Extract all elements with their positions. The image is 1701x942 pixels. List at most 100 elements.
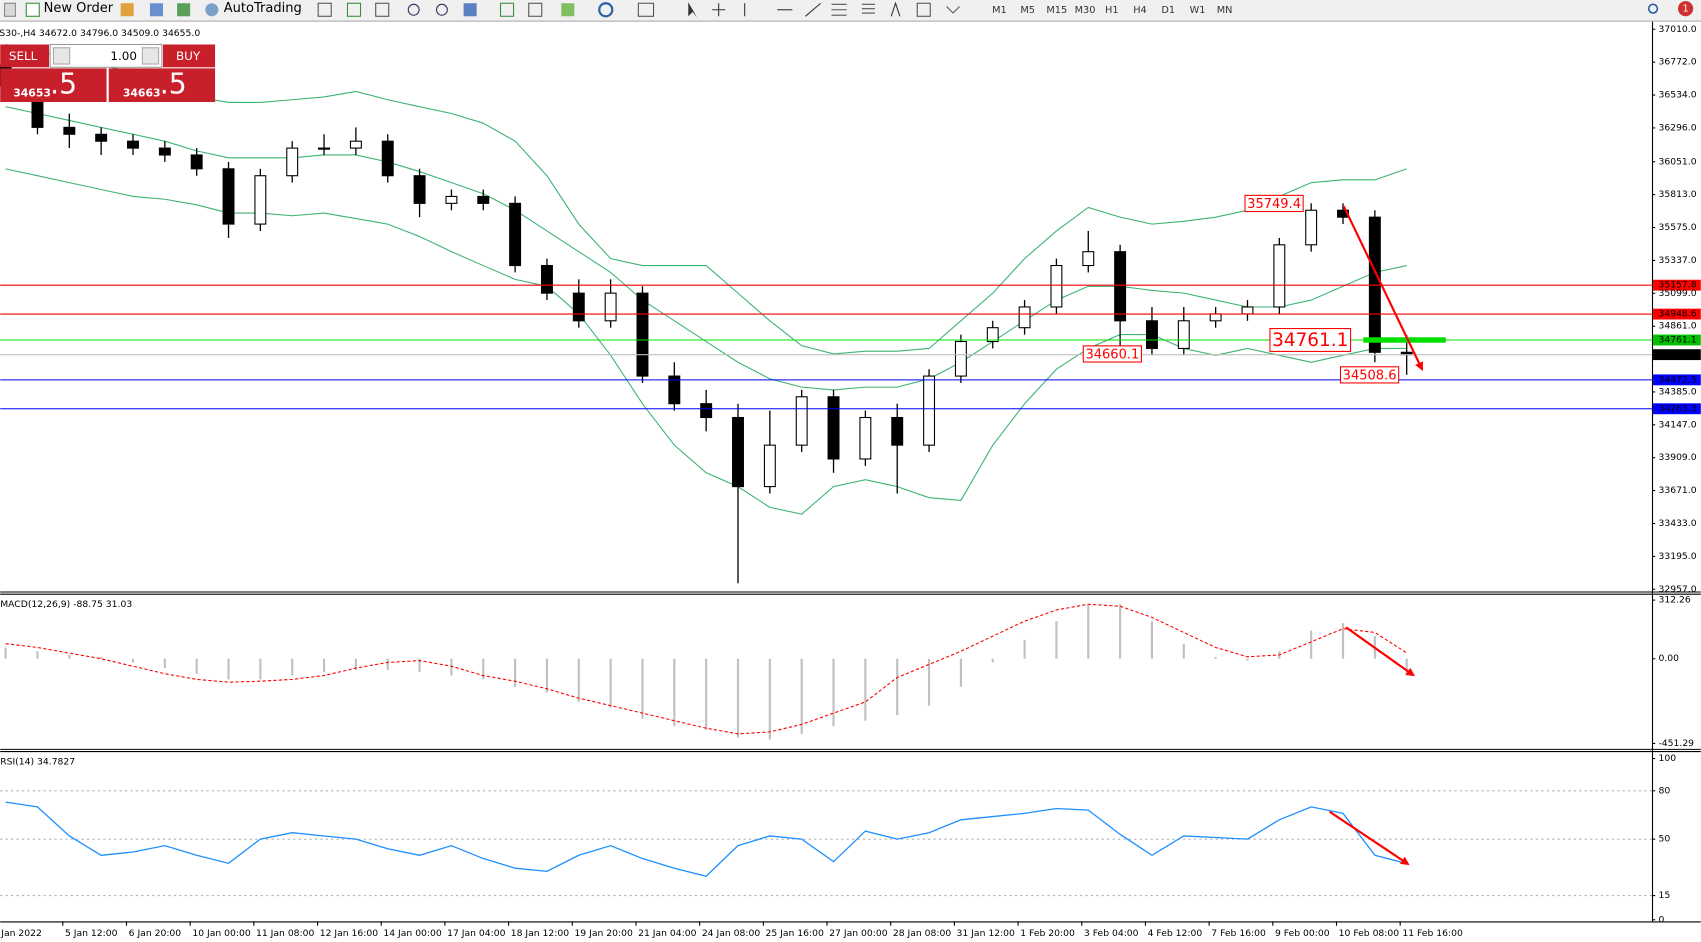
new-order-button[interactable]: New Order	[44, 1, 114, 16]
candle-body	[95, 133, 108, 142]
x-tick-label: 27 Jan 00:00	[829, 928, 888, 939]
zoom-out[interactable]	[435, 3, 448, 16]
timeframe-button[interactable]: H1	[1105, 5, 1119, 16]
timeframe-button[interactable]: MN	[1217, 5, 1233, 16]
y-tick-label: 312.26	[1658, 595, 1690, 606]
candle-body	[190, 154, 203, 170]
sell-button[interactable]	[0, 44, 50, 68]
trend-arrow	[1345, 626, 1415, 677]
x-tick-label: 3 Feb 04:00	[1084, 928, 1139, 939]
candle-body	[859, 416, 872, 460]
candle-body	[1114, 251, 1127, 322]
y-tick-label: 33909.0	[1658, 452, 1696, 463]
y-tick-label: 35337.0	[1658, 255, 1696, 266]
rsi-line	[5, 801, 1407, 877]
price-level-label: 34948.6	[1658, 309, 1696, 320]
trade-panel: SELL 1.00 BUY 34653 .5 34663 .5	[0, 43, 216, 103]
y-tick-label: 34861.0	[1658, 321, 1696, 332]
candle-body	[572, 292, 585, 322]
x-tick-label: 7 Feb 16:00	[1211, 928, 1266, 939]
price-annotation: 34508.6	[1343, 368, 1397, 383]
indicator-title: US30-,H4 34672.0 34796.0 34509.0 34655.0	[0, 28, 200, 39]
notification-badge[interactable]	[1678, 1, 1694, 17]
candle-body	[349, 140, 362, 149]
timeframe-button[interactable]: M1	[992, 5, 1007, 16]
candle-body	[127, 140, 139, 149]
y-tick-label: -451.29	[1658, 738, 1694, 749]
toolbar-icon[interactable]	[149, 3, 163, 17]
x-tick-label: 10 Feb 08:00	[1339, 928, 1400, 939]
auto-trading-button[interactable]: AutoTrading	[224, 1, 302, 16]
timeframe-button[interactable]: W1	[1190, 5, 1206, 16]
x-tick-label: 11 Feb 16:00	[1402, 928, 1463, 939]
toolbar	[0, 0, 1701, 21]
y-tick-label: 33671.0	[1658, 485, 1696, 496]
fibo-tool[interactable]	[861, 3, 875, 14]
y-tick-label: 80	[1658, 785, 1670, 796]
lot-field[interactable]	[49, 43, 163, 68]
toolbar-icon[interactable]	[4, 2, 16, 17]
timeframe-button[interactable]: M15	[1046, 5, 1067, 16]
price-level-box	[1653, 334, 1701, 346]
trend-arrow	[1342, 205, 1423, 371]
zoom-in[interactable]	[407, 3, 420, 16]
toolbar-icon[interactable]	[120, 3, 134, 17]
signal-line	[5, 603, 1407, 735]
price-level-box	[1653, 308, 1701, 320]
price-level-label: 34655.0	[1658, 349, 1696, 360]
candle-body	[1018, 306, 1031, 329]
y-tick-label: 37010.0	[1658, 24, 1696, 35]
indicators[interactable]	[561, 3, 575, 17]
candle-body	[732, 416, 744, 488]
indicator-title: RSI(14) 34.7827	[0, 756, 75, 767]
candle-body	[63, 126, 76, 135]
crosshair-tool[interactable]	[712, 3, 726, 17]
toolbar-icon[interactable]	[528, 2, 543, 17]
price-annotation-box	[1244, 194, 1304, 213]
price-annotation-box	[1082, 345, 1142, 363]
candle-body	[477, 195, 490, 204]
trendline-tool[interactable]	[805, 2, 822, 17]
candle-body	[381, 140, 394, 177]
timeframe-button[interactable]: D1	[1161, 5, 1175, 16]
auto-trading-icon[interactable]	[205, 3, 219, 17]
x-tick-label: 18 Jan 12:00	[511, 928, 570, 939]
search[interactable]	[1647, 3, 1659, 14]
toolbar-icon[interactable]	[463, 3, 477, 17]
label-tool[interactable]	[916, 2, 931, 17]
toolbar-icon[interactable]	[499, 2, 515, 17]
x-tick-label: 4 Feb 12:00	[1148, 928, 1203, 939]
toolbar-icon[interactable]	[375, 2, 390, 17]
arrows-tool[interactable]	[946, 6, 960, 14]
candle-body	[1082, 251, 1095, 267]
x-tick-label: 25 Jan 16:00	[766, 928, 825, 939]
x-tick-label: 12 Jan 16:00	[320, 928, 379, 939]
buy-button[interactable]	[162, 44, 216, 68]
bid-box[interactable]	[0, 68, 107, 103]
lot-increase[interactable]	[141, 47, 160, 65]
x-tick-label: 1 Feb 20:00	[1020, 928, 1075, 939]
y-tick-label: 35575.0	[1658, 222, 1696, 233]
timeframe-button[interactable]: M30	[1075, 5, 1096, 16]
bid-price: 34653	[13, 86, 51, 99]
ask-pips: .5	[160, 68, 187, 101]
channel-tool[interactable]	[831, 3, 847, 16]
toolbar-icon[interactable]	[177, 3, 191, 17]
templates[interactable]	[637, 2, 655, 17]
timeframe-button[interactable]: M5	[1020, 5, 1035, 16]
text-tool[interactable]	[890, 1, 901, 17]
periods[interactable]	[598, 2, 614, 18]
candle-body	[158, 147, 171, 156]
toolbar-icon[interactable]	[346, 2, 362, 17]
new-order-icon[interactable]	[25, 2, 40, 17]
candle-body	[891, 416, 904, 446]
ask-box[interactable]	[108, 68, 216, 103]
lot-decrease[interactable]	[52, 47, 71, 65]
price-level-label: 34761.1	[1658, 334, 1696, 345]
price-level-box	[1653, 349, 1701, 361]
toolbar-icon[interactable]	[317, 2, 332, 17]
x-tick-label: 11 Jan 08:00	[256, 928, 315, 939]
candle-body	[827, 396, 840, 460]
timeframe-button[interactable]: H4	[1133, 5, 1147, 16]
price-level-box	[1653, 374, 1701, 386]
